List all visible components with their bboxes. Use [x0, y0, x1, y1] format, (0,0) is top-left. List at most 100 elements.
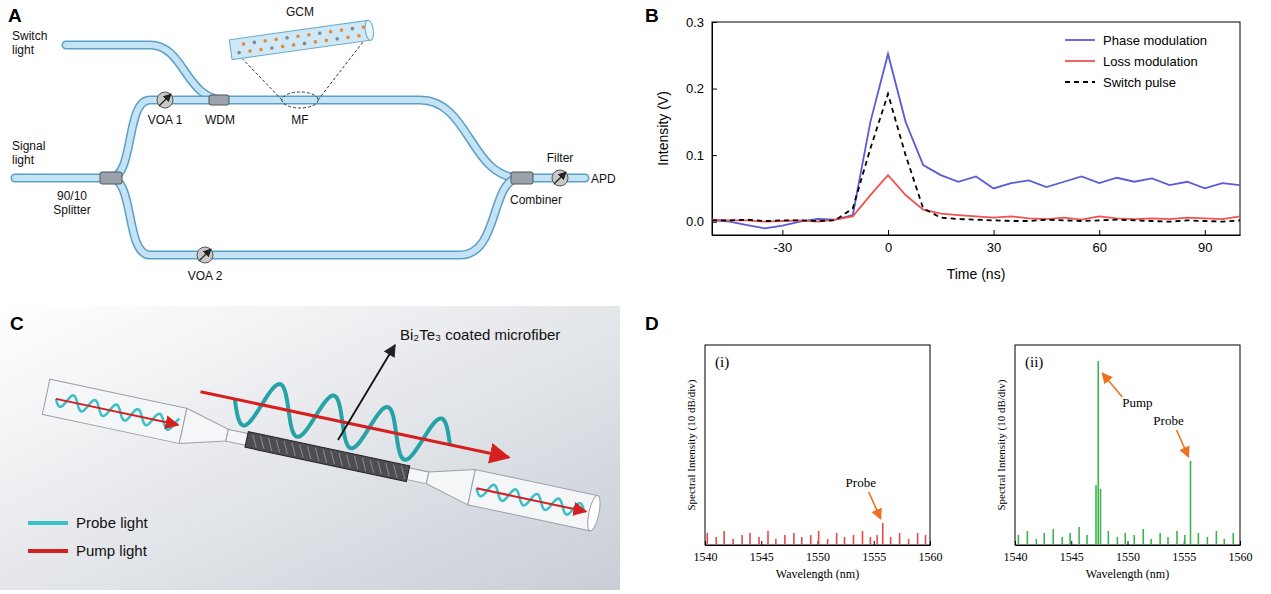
panel-title: (ii): [1025, 354, 1043, 371]
spectral-line: [925, 535, 927, 545]
tick-label: 1540: [694, 550, 718, 564]
legend: Phase modulationLoss modulationSwitch pu…: [1065, 33, 1207, 90]
tick-label: 1550: [1116, 550, 1140, 564]
spectrum-panel: 15401545155015551560(i)ProbeWavelength (…: [685, 345, 943, 581]
label: APD: [591, 172, 616, 186]
label: Switchlight: [12, 29, 47, 57]
legend-label: Phase modulation: [1103, 33, 1207, 48]
gcm-dot: [329, 30, 333, 34]
combiner: [511, 172, 533, 184]
gcm-dot: [357, 34, 361, 38]
gcm-dot: [339, 28, 343, 32]
panel-letter: C: [10, 313, 24, 334]
plot-frame: [705, 345, 930, 545]
coating-texture: [266, 438, 274, 451]
spectral-line: [836, 533, 838, 545]
gcm-dot: [259, 47, 263, 51]
spectral-line: [767, 531, 769, 545]
coating-texture: [329, 451, 337, 464]
spectral-line: [1108, 531, 1110, 545]
spectral-line: [1216, 531, 1218, 545]
tick-mark: [1205, 230, 1206, 235]
gcm-dot: [350, 27, 354, 31]
label: GCM: [286, 5, 314, 19]
tick-label: 1560: [1229, 550, 1253, 564]
gcm-dot: [313, 40, 317, 44]
tick: 60: [1092, 230, 1106, 255]
tick-label: -30: [774, 240, 793, 255]
tick: 90: [1198, 230, 1212, 255]
tick-mark: [712, 222, 717, 223]
label-line: Splitter: [53, 203, 90, 217]
annotation: Probe: [846, 475, 877, 490]
plot-area: [707, 523, 925, 545]
spectral-line: [1117, 537, 1119, 545]
coating-texture: [274, 440, 282, 453]
fiber-group: [42, 337, 611, 532]
coating-texture: [344, 455, 352, 468]
spectral-line: [1232, 533, 1234, 545]
spectral-line: [1198, 533, 1200, 545]
x-axis-title: Time (ns): [947, 266, 1006, 282]
tick: 30: [987, 230, 1001, 255]
series-line: [712, 54, 1240, 228]
plot-frame: [712, 22, 1240, 235]
gcm-dot: [361, 25, 365, 29]
coating-texture: [336, 453, 344, 466]
spectral-line: [1167, 537, 1169, 545]
tick-mark: [874, 541, 875, 545]
gcm-dot: [263, 39, 267, 43]
annotation-arrow: [1102, 373, 1122, 397]
spectral-line: [862, 531, 864, 545]
coating-texture: [313, 448, 321, 461]
spectral-line: [1097, 361, 1099, 545]
legend-swatch: [28, 549, 68, 553]
legend-label: Probe light: [76, 514, 149, 531]
figure: ABCDSwitchlightSignallight90/10SplitterV…: [0, 0, 1271, 594]
fiber-core: [66, 45, 225, 100]
fiber-taper: [179, 408, 231, 453]
filter: [552, 170, 568, 186]
label-line: light: [12, 153, 35, 167]
fiber-thick: [468, 470, 598, 531]
spectral-line: [793, 533, 795, 545]
coating-texture: [258, 436, 266, 449]
tick-mark: [712, 89, 717, 90]
x-axis-title: Wavelength (nm): [776, 567, 859, 581]
tick: 0: [885, 230, 892, 255]
spectral-line: [784, 535, 786, 545]
tick-label: 1540: [1004, 550, 1028, 564]
legend-label: Loss modulation: [1103, 54, 1198, 69]
panel-a: SwitchlightSignallight90/10SplitterVOA 1…: [12, 5, 616, 283]
tick-mark: [712, 155, 717, 156]
panel-b: -3003060900.00.10.20.3Time (ns)Intensity…: [655, 15, 1241, 282]
label-arrow: [338, 345, 395, 440]
gcm-dot: [248, 49, 252, 53]
label: Bi₂Te₃ coated microfiber: [400, 326, 560, 343]
spectral-line: [1052, 529, 1054, 545]
plot-frame: [1015, 345, 1240, 545]
spectral-line: [1036, 539, 1038, 545]
fiber-core: [110, 100, 520, 178]
spectral-line: [1159, 533, 1161, 545]
tick-label: 1545: [1060, 550, 1084, 564]
spectral-line: [1223, 539, 1225, 545]
gcm-dot: [281, 44, 285, 48]
annotation: Probe: [1153, 413, 1184, 428]
gcm-dot: [270, 46, 274, 50]
voa-1-arrow: [159, 94, 171, 106]
legend-label: Pump light: [76, 542, 148, 559]
tick-label: 0: [885, 240, 892, 255]
spectral-line: [741, 535, 743, 545]
splitter: [100, 172, 122, 184]
spectral-line: [899, 533, 901, 545]
tick-label: 0.0: [686, 214, 704, 229]
page: {"panel_letters": ["A", "B", "C", "D"], …: [0, 0, 1271, 594]
legend-swatch: [1065, 39, 1095, 41]
tick: 1550: [1116, 541, 1140, 564]
gcm-dot: [324, 38, 328, 42]
gcm-dot: [252, 40, 256, 44]
plot-area: [1018, 361, 1233, 545]
tick-mark: [994, 230, 995, 235]
panel-c-background: [0, 306, 620, 590]
